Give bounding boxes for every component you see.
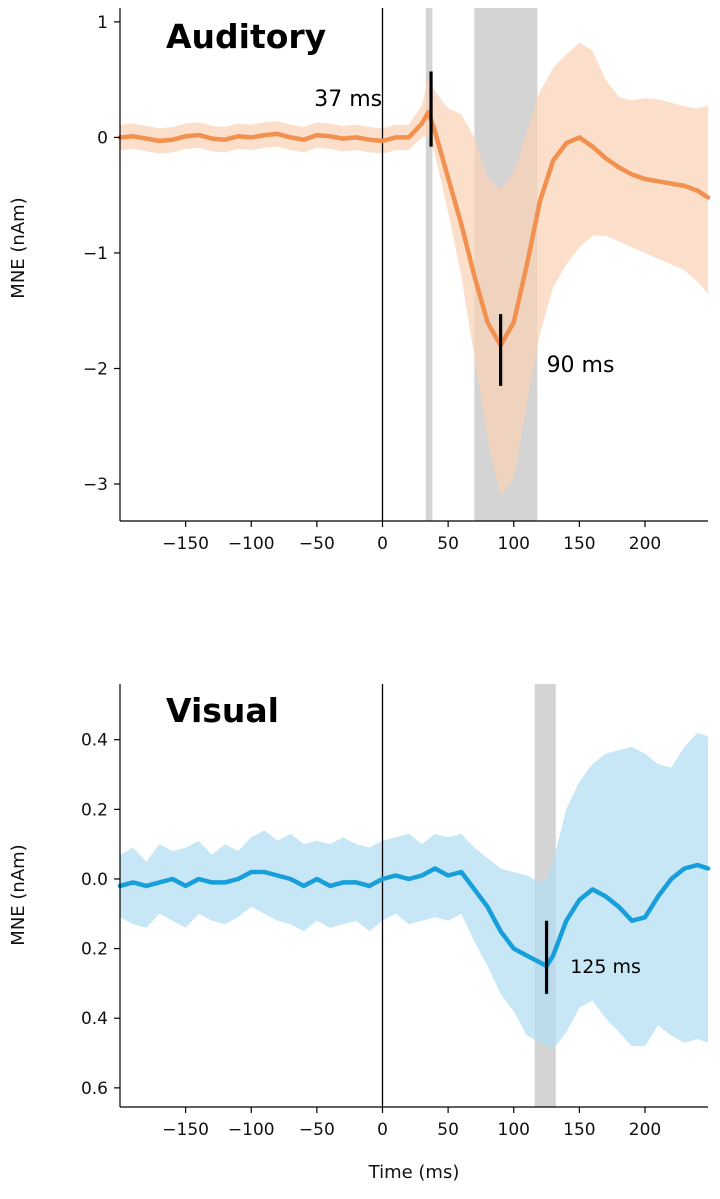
x-ticks: −150 −100 −50 0 50 100 150 200 bbox=[162, 1107, 661, 1140]
panel-title: Visual bbox=[166, 691, 279, 730]
x-ticks: −150 −100 −50 0 50 100 150 200 bbox=[162, 521, 661, 554]
axes bbox=[119, 684, 708, 1108]
x-tick-label: 200 bbox=[629, 534, 661, 554]
confidence-band bbox=[120, 42, 708, 496]
y-ticks: 0.4 0.2 0.0 0.2 0.4 0.6 bbox=[81, 731, 120, 1099]
peak-markers: 37 ms 90 ms bbox=[314, 71, 615, 386]
x-tick-label: −150 bbox=[162, 1120, 209, 1140]
x-tick-label: 150 bbox=[563, 534, 595, 554]
x-tick-label: 100 bbox=[498, 1120, 530, 1140]
x-tick-label: 150 bbox=[563, 1120, 595, 1140]
x-tick-label: −150 bbox=[162, 534, 209, 554]
peak-label-1: 37 ms bbox=[314, 87, 382, 112]
y-axis-label: MNE (nAm) bbox=[8, 844, 29, 945]
peak-label-1: 125 ms bbox=[570, 956, 641, 978]
auditory-panel: 37 ms 90 ms −150 −100 −50 0 50 100 150 200 1 0 −1 −… bbox=[8, 8, 711, 554]
line-series-1 bbox=[117, 862, 711, 969]
y-tick-label: 0.4 bbox=[81, 731, 108, 751]
y-ticks: 1 0 −1 −2 −3 bbox=[83, 13, 120, 495]
mean-line bbox=[117, 109, 711, 348]
x-tick-label: 200 bbox=[629, 1120, 661, 1140]
x-tick-label: −50 bbox=[299, 1120, 335, 1140]
x-tick-label: −100 bbox=[228, 1120, 275, 1140]
y-tick-label: 0.0 bbox=[81, 870, 108, 890]
y-tick-label: 0.6 bbox=[81, 1079, 108, 1099]
y-tick-label: 0.4 bbox=[81, 1009, 108, 1029]
y-tick-label: 1 bbox=[97, 13, 108, 33]
peak-label-2: 90 ms bbox=[547, 353, 615, 378]
y-tick-label: 0 bbox=[97, 128, 108, 148]
line-series-1 bbox=[117, 109, 711, 348]
x-tick-label: 0 bbox=[377, 534, 388, 554]
confidence-band bbox=[120, 732, 708, 1050]
y-tick-label: −1 bbox=[83, 244, 108, 264]
y-tick-label: 0.2 bbox=[81, 800, 108, 820]
band-series-1 bbox=[120, 732, 708, 1050]
x-tick-label: 0 bbox=[377, 1120, 388, 1140]
x-tick-label: 50 bbox=[437, 534, 459, 554]
x-axis-label: Time (ms) bbox=[368, 1162, 460, 1183]
panel-title: Auditory bbox=[166, 17, 326, 56]
x-tick-label: −50 bbox=[299, 534, 335, 554]
shaded-window-1 bbox=[425, 8, 433, 521]
x-tick-label: 50 bbox=[437, 1120, 459, 1140]
mean-line bbox=[117, 862, 711, 969]
x-tick-label: 100 bbox=[498, 534, 530, 554]
axes bbox=[119, 8, 708, 522]
y-tick-label: 0.2 bbox=[81, 940, 108, 960]
peak-markers: 125 ms bbox=[544, 920, 641, 994]
y-tick-label: −2 bbox=[83, 359, 108, 379]
band-series-1 bbox=[120, 42, 708, 496]
y-axis-label: MNE (nAm) bbox=[8, 197, 29, 298]
y-tick-label: −3 bbox=[83, 475, 108, 495]
x-tick-label: −100 bbox=[228, 534, 275, 554]
visual-panel: 125 ms −150 −100 −50 0 50 100 150 200 0.4 0.2 0.0… bbox=[8, 684, 711, 1183]
